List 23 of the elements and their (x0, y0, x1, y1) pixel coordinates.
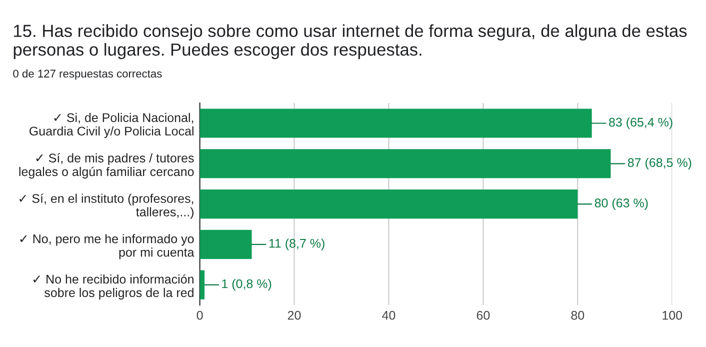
data-label: 87 (68,5 %) (628, 158, 692, 170)
x-tick-label: 80 (571, 310, 584, 320)
bar (200, 149, 611, 178)
y-tick-label: ✓ Si, de Policia Nacional, Guardia Civil y/o Policia Local (30, 112, 194, 138)
chart-title: 15. Has recibido consejo sobre como usar internet de forma segura, de alguna de estas personas o lugares. Puedes escoger dos respuestas. (14, 24, 687, 60)
y-tick-label: ✓ Sí, en el instituto (profesores, talleres,...) (20, 194, 194, 219)
data-label: 83 (65,4 %) (609, 117, 672, 130)
y-tick-label: ✓ No, pero me he informado yo por mi cuenta (20, 234, 194, 260)
bar (200, 189, 578, 219)
text: 0 de 127 respuestas correctas (13, 69, 162, 80)
x-tick-label: 20 (288, 310, 301, 320)
bar (200, 108, 592, 138)
y-tick-label: ✓ No he recibido información sobre los peligros de la red (33, 274, 194, 300)
data-label: 1 (0,8 %) (222, 278, 272, 291)
x-tick-label: 100 (662, 310, 682, 320)
data-label: 11 (8,7 %) (269, 238, 324, 250)
x-tick-label: 40 (382, 310, 396, 320)
y-tick-label: ✓ Sí, de mis padres / tutores legales o algún familiar cercano (19, 153, 194, 179)
bar (200, 270, 205, 300)
bar (200, 230, 252, 259)
x-tick-label: 60 (476, 310, 490, 320)
x-tick-label: 0 (196, 310, 203, 320)
data-label: 80 (63 %) (594, 198, 648, 210)
